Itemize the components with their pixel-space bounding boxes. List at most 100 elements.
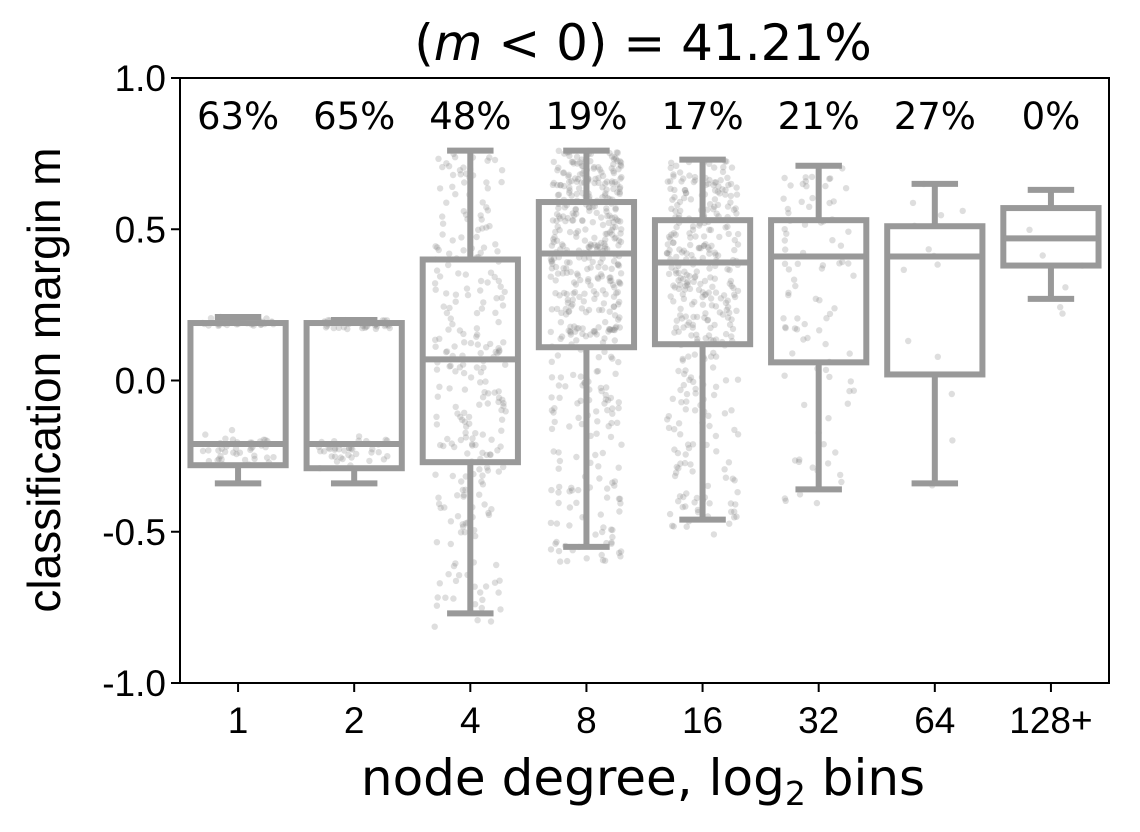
data-point (603, 208, 610, 215)
data-point (714, 201, 722, 209)
data-point (454, 492, 461, 499)
data-point (559, 242, 567, 250)
data-point (781, 495, 789, 502)
data-point (845, 228, 852, 235)
data-point (609, 405, 616, 412)
data-point (684, 281, 691, 289)
data-point (595, 306, 603, 314)
data-point (673, 270, 680, 277)
data-point (218, 456, 225, 463)
data-point (599, 221, 607, 229)
data-point (820, 441, 827, 448)
data-point (598, 214, 605, 221)
data-point (554, 191, 562, 199)
data-point (683, 490, 690, 497)
data-point (484, 400, 491, 407)
data-point (562, 305, 569, 313)
data-point (556, 394, 563, 401)
data-point (665, 270, 673, 278)
data-point (605, 423, 612, 430)
data-point (317, 448, 324, 455)
data-point (838, 478, 845, 486)
data-point (781, 226, 788, 233)
data-point (612, 234, 619, 241)
data-point (574, 175, 582, 183)
data-point (615, 166, 622, 173)
data-point (563, 259, 571, 266)
data-point (461, 339, 468, 346)
data-point (780, 195, 787, 202)
data-point (437, 504, 444, 512)
data-point (731, 514, 738, 521)
data-point (483, 204, 490, 211)
data-point (432, 286, 439, 293)
data-point (447, 315, 454, 322)
data-point (433, 539, 441, 546)
plot-frame (179, 77, 1110, 684)
data-point (809, 464, 816, 471)
data-point (473, 309, 481, 317)
data-point (683, 390, 691, 398)
data-point (218, 445, 225, 452)
data-point (477, 212, 484, 219)
data-point (491, 389, 498, 396)
data-point (836, 260, 843, 267)
data-point (691, 351, 698, 358)
data-point (564, 296, 571, 303)
data-point (781, 372, 788, 379)
data-point (668, 159, 675, 166)
data-point (233, 450, 240, 458)
data-point (666, 510, 674, 518)
data-point (578, 179, 585, 186)
data-point (801, 320, 808, 328)
data-point (457, 171, 464, 178)
data-point (614, 149, 621, 156)
data-point (472, 532, 479, 540)
data-point (691, 407, 699, 414)
data-point (722, 224, 729, 231)
data-point (674, 201, 681, 209)
data-point (728, 164, 736, 171)
negative-percent-label: 48% (429, 95, 511, 138)
data-point (689, 324, 696, 331)
data-point (436, 273, 444, 280)
data-point (686, 230, 693, 237)
data-point (474, 617, 481, 624)
data-point (558, 333, 566, 340)
data-point (704, 206, 711, 213)
negative-percent-label: 27% (894, 95, 976, 138)
data-point (678, 399, 685, 406)
data-point (556, 457, 564, 465)
data-point (611, 154, 618, 161)
data-point (610, 293, 618, 300)
data-point (826, 373, 833, 381)
data-point (725, 230, 732, 238)
data-point (550, 409, 557, 416)
data-point (615, 237, 623, 244)
data-point (455, 270, 462, 277)
data-point (467, 374, 475, 381)
data-point (734, 431, 742, 438)
chart-title: (m < 0) = 41.21% (414, 14, 872, 72)
data-point (571, 323, 578, 330)
data-point (502, 408, 509, 415)
data-point (467, 339, 475, 347)
data-point (547, 273, 554, 280)
data-point (689, 468, 696, 475)
data-point (586, 244, 593, 251)
data-point (441, 504, 448, 511)
data-point (905, 337, 912, 345)
data-point (570, 290, 577, 297)
data-point (482, 378, 489, 385)
data-point (572, 206, 579, 213)
data-point (611, 478, 619, 485)
data-point (331, 453, 339, 460)
data-point (690, 313, 697, 321)
data-point (850, 272, 857, 279)
data-point (497, 443, 504, 450)
data-point (554, 270, 562, 277)
data-point (678, 315, 686, 322)
data-point (485, 390, 492, 397)
data-point (567, 331, 574, 338)
data-point (476, 401, 483, 408)
